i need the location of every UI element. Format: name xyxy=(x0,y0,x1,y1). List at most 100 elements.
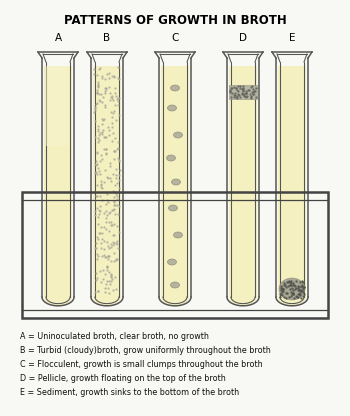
Point xyxy=(298,287,303,293)
Point xyxy=(107,96,113,103)
Point xyxy=(93,100,99,107)
Point xyxy=(283,283,289,290)
Point xyxy=(117,171,122,178)
Point xyxy=(106,131,112,138)
Point xyxy=(95,221,100,228)
Point xyxy=(279,288,285,295)
Point xyxy=(94,149,100,156)
Point xyxy=(107,208,113,215)
Text: D: D xyxy=(239,33,247,43)
Point xyxy=(104,218,109,225)
Point xyxy=(97,193,103,199)
Point xyxy=(115,210,121,217)
Point xyxy=(103,207,108,214)
Point xyxy=(99,72,104,79)
Point xyxy=(93,104,98,110)
Point xyxy=(103,254,108,261)
Point xyxy=(231,92,237,98)
Point xyxy=(248,94,253,100)
Point xyxy=(241,93,247,99)
Point xyxy=(108,219,114,225)
Point xyxy=(93,270,99,276)
Point xyxy=(112,211,118,218)
Point xyxy=(103,271,108,277)
Point xyxy=(108,177,114,184)
Point xyxy=(109,119,115,126)
Point xyxy=(95,253,100,259)
Point xyxy=(113,255,118,262)
Point xyxy=(116,228,122,235)
Point xyxy=(290,290,296,297)
Point xyxy=(112,202,117,209)
Ellipse shape xyxy=(161,288,189,306)
Point xyxy=(240,83,246,90)
Point xyxy=(109,222,115,229)
Point xyxy=(96,65,101,72)
Point xyxy=(103,104,108,111)
Point xyxy=(290,282,295,288)
Point xyxy=(108,244,114,251)
Point xyxy=(287,286,292,292)
Point xyxy=(233,84,239,91)
Point xyxy=(282,293,287,300)
Point xyxy=(116,95,122,102)
Point xyxy=(292,286,298,292)
Point xyxy=(231,94,237,100)
Point xyxy=(110,287,116,293)
Point xyxy=(105,263,110,270)
Point xyxy=(95,79,100,86)
Point xyxy=(227,87,233,94)
Ellipse shape xyxy=(167,155,175,161)
Ellipse shape xyxy=(278,288,306,306)
Point xyxy=(101,238,106,245)
Point xyxy=(251,87,257,94)
Point xyxy=(114,146,119,152)
Point xyxy=(97,130,103,137)
Point xyxy=(296,286,302,293)
Point xyxy=(228,85,234,92)
Point xyxy=(103,134,109,141)
Point xyxy=(231,84,237,91)
Point xyxy=(290,290,296,296)
Point xyxy=(111,72,117,79)
Point xyxy=(115,256,120,262)
Point xyxy=(108,278,114,285)
Point xyxy=(103,84,108,91)
Point xyxy=(114,179,120,186)
Ellipse shape xyxy=(174,232,182,238)
Point xyxy=(297,278,303,285)
Point xyxy=(103,86,108,92)
Point xyxy=(94,276,99,283)
Point xyxy=(110,93,115,99)
Point xyxy=(98,178,104,185)
Point xyxy=(290,290,295,297)
Point xyxy=(116,154,121,161)
Point xyxy=(113,85,118,92)
Point xyxy=(94,87,99,94)
Point xyxy=(92,289,98,296)
Point xyxy=(117,112,122,119)
Point xyxy=(100,117,105,124)
Point xyxy=(112,108,117,114)
Point xyxy=(103,225,108,232)
Point xyxy=(110,187,116,194)
Point xyxy=(239,91,244,97)
Text: PATTERNS OF GROWTH IN BROTH: PATTERNS OF GROWTH IN BROTH xyxy=(64,14,286,27)
Point xyxy=(104,191,110,198)
Point xyxy=(113,116,119,123)
Point xyxy=(233,85,238,92)
Point xyxy=(108,271,114,278)
Point xyxy=(98,240,104,246)
Point xyxy=(110,130,116,136)
Point xyxy=(92,66,97,73)
Point xyxy=(101,134,107,141)
Point xyxy=(280,285,286,292)
Point xyxy=(111,240,117,246)
Point xyxy=(104,264,110,270)
Point xyxy=(115,188,120,195)
Point xyxy=(96,164,101,171)
Point xyxy=(281,280,287,287)
Point xyxy=(288,293,293,300)
Point xyxy=(98,245,104,251)
Point xyxy=(109,124,115,131)
